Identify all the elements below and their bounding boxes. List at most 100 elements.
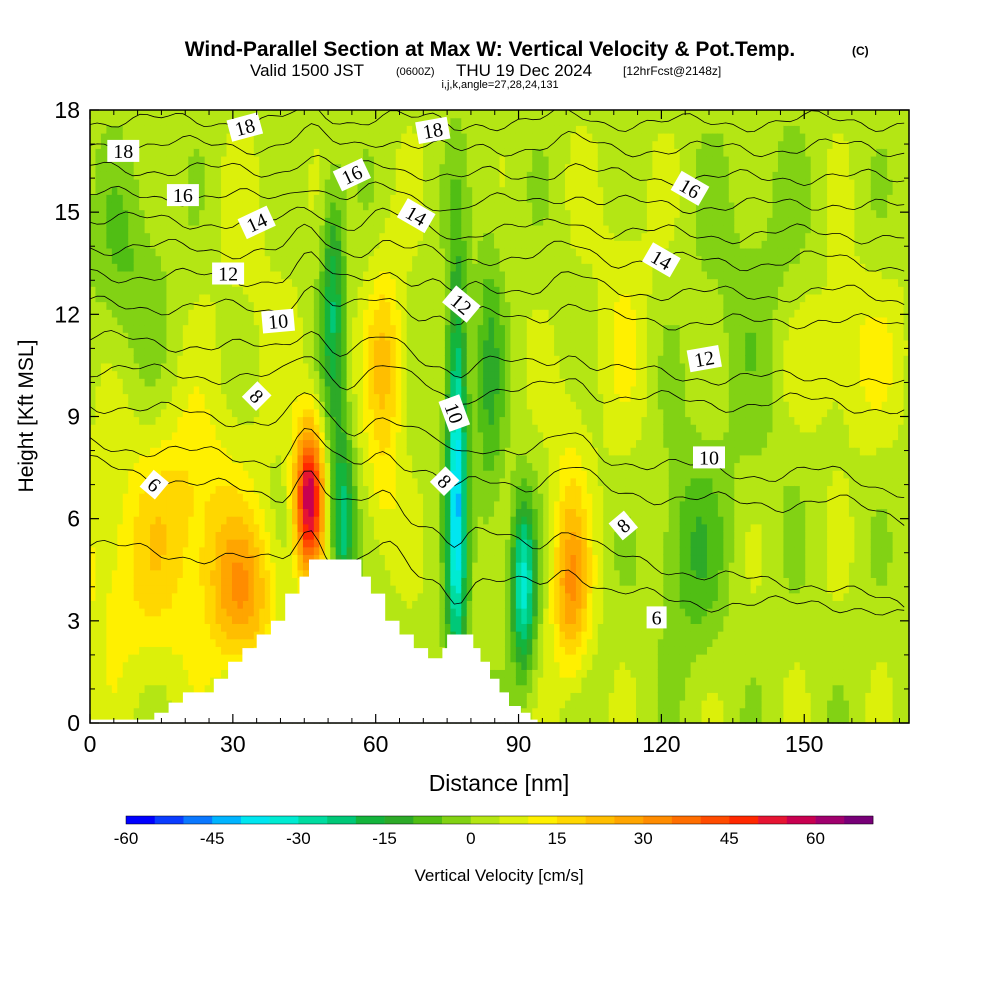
velocity-cell — [313, 454, 320, 464]
velocity-cell — [297, 477, 304, 487]
velocity-cell — [139, 339, 146, 349]
velocity-cell — [259, 401, 266, 410]
velocity-cell — [352, 447, 359, 456]
velocity-cell — [100, 585, 107, 594]
velocity-cell — [182, 661, 189, 670]
velocity-cell — [128, 585, 135, 594]
velocity-cell — [139, 178, 146, 188]
velocity-cell — [182, 362, 189, 372]
velocity-cell — [144, 347, 151, 356]
velocity-cell — [231, 194, 239, 203]
velocity-cell — [379, 362, 386, 372]
velocity-cell — [324, 485, 331, 494]
velocity-cell — [242, 470, 249, 479]
velocity-cell — [160, 132, 168, 142]
velocity-cell — [406, 132, 413, 142]
velocity-cell — [139, 309, 146, 318]
velocity-cell — [122, 347, 129, 356]
velocity-cell — [139, 140, 146, 149]
velocity-cell — [188, 500, 195, 510]
velocity-cell — [335, 539, 342, 548]
velocity-cell — [281, 255, 288, 264]
velocity-cell — [335, 255, 342, 264]
velocity-cell — [379, 240, 386, 249]
velocity-cell — [335, 278, 342, 287]
velocity-cell — [335, 148, 342, 157]
velocity-cell — [352, 332, 359, 341]
velocity-cell — [390, 554, 397, 563]
velocity-cell — [297, 240, 304, 249]
velocity-cell — [428, 554, 435, 563]
velocity-cell — [133, 255, 140, 264]
velocity-cell — [401, 531, 408, 540]
velocity-cell — [215, 393, 222, 402]
velocity-cell — [319, 247, 326, 257]
velocity-cell — [302, 431, 309, 441]
velocity-cell — [210, 431, 217, 441]
velocity-cell — [341, 393, 348, 402]
velocity-cell — [150, 270, 157, 280]
velocity-cell — [259, 569, 266, 579]
velocity-cell — [171, 132, 178, 142]
velocity-cell — [352, 516, 359, 525]
velocity-cell — [270, 355, 277, 364]
velocity-cell — [417, 378, 424, 387]
velocity-cell — [417, 332, 424, 341]
velocity-cell — [406, 240, 413, 249]
velocity-cell — [122, 654, 129, 663]
velocity-cell — [373, 270, 380, 280]
velocity-cell — [215, 608, 222, 617]
velocity-cell — [204, 332, 211, 341]
velocity-cell — [128, 309, 135, 318]
velocity-cell — [417, 470, 424, 479]
velocity-cell — [346, 255, 353, 264]
velocity-cell — [204, 523, 211, 533]
velocity-cell — [297, 516, 304, 525]
velocity-cell — [286, 508, 293, 517]
velocity-cell — [259, 301, 266, 310]
velocity-cell — [335, 546, 342, 556]
velocity-cell — [226, 332, 233, 341]
velocity-cell — [95, 401, 102, 410]
velocity-cell — [128, 270, 135, 280]
velocity-cell — [204, 224, 211, 234]
velocity-cell — [117, 638, 124, 647]
velocity-cell — [166, 309, 173, 318]
velocity-cell — [406, 224, 413, 234]
velocity-cell — [95, 324, 102, 333]
velocity-cell — [248, 355, 255, 364]
velocity-cell — [259, 370, 266, 379]
velocity-cell — [150, 293, 157, 303]
velocity-cell — [133, 408, 140, 418]
velocity-cell — [242, 508, 249, 517]
velocity-cell — [226, 247, 233, 257]
velocity-cell — [95, 715, 102, 724]
velocity-cell — [373, 477, 380, 487]
velocity-cell — [395, 493, 402, 502]
velocity-cell — [193, 608, 200, 617]
velocity-cell — [390, 408, 397, 418]
velocity-cell — [373, 577, 380, 586]
velocity-cell — [160, 700, 168, 709]
velocity-cell — [215, 661, 222, 670]
velocity-cell — [160, 692, 168, 701]
velocity-cell — [384, 562, 391, 571]
velocity-cell — [423, 439, 430, 448]
velocity-cell — [139, 654, 146, 663]
velocity-cell — [117, 654, 124, 663]
velocity-cell — [379, 439, 386, 448]
velocity-cell — [401, 270, 408, 280]
velocity-cell — [373, 110, 380, 119]
velocity-cell — [313, 316, 320, 326]
velocity-cell — [215, 600, 222, 609]
velocity-cell — [177, 592, 184, 601]
velocity-cell — [155, 355, 162, 364]
velocity-cell — [139, 201, 146, 211]
velocity-cell — [412, 577, 419, 586]
velocity-cell — [417, 585, 424, 594]
velocity-cell — [193, 493, 200, 502]
velocity-cell — [357, 270, 364, 280]
velocity-cell — [281, 140, 288, 149]
velocity-cell — [221, 324, 228, 333]
velocity-cell — [144, 217, 151, 226]
